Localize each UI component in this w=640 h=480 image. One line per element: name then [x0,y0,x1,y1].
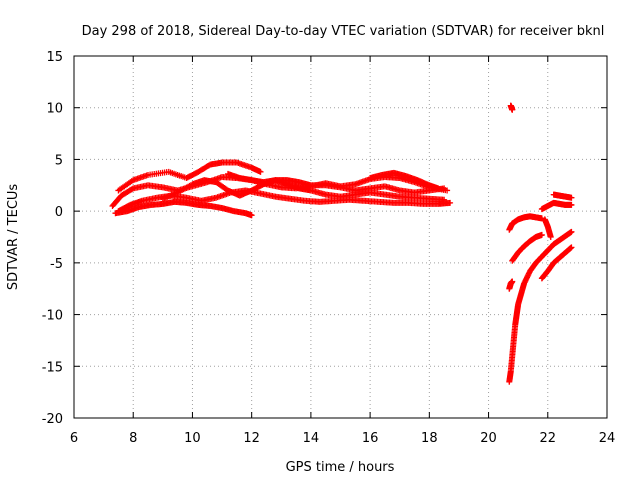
grid [74,56,607,418]
chart-title: Day 298 of 2018, Sidereal Day-to-day VTE… [82,24,605,39]
data-point [568,194,575,201]
data-point [447,199,454,206]
data-point [568,201,575,208]
y-axis-label: SDTVAR / TECUs [6,184,21,291]
data-point [129,186,136,193]
x-tick-label: 16 [362,431,379,446]
data-point [538,215,545,222]
y-tick-label: -20 [42,412,63,427]
series-spike-high [507,102,516,113]
x-tick-label: 6 [70,431,78,446]
data-point [441,196,448,203]
ticks [73,55,608,419]
series-arc-d [115,159,264,194]
series-arc-l [538,244,575,282]
data-point [547,234,554,240]
x-tick-label: 8 [129,431,137,446]
x-tick-label: 12 [243,431,260,446]
data-point [509,106,516,113]
series-arc-m [550,191,575,201]
y-tick-label: 5 [55,153,63,168]
y-tick-label: 10 [46,102,63,117]
series-arc-h [506,213,545,233]
series-arc-g [367,169,442,192]
y-tick-label: -15 [42,360,63,375]
data-point [568,244,575,251]
series-arc-b [115,187,454,215]
series-arc-n [538,199,575,213]
data-point [435,185,442,192]
x-tick-label: 22 [540,431,557,446]
x-tick-label: 10 [184,431,201,446]
plot-frame [73,55,608,419]
x-tick-label: 24 [599,431,616,446]
data-point [568,228,575,235]
series-arc-f [224,170,448,196]
data-points [109,102,575,385]
series-arc-c [112,198,255,219]
data-point [441,185,448,192]
x-tick-label: 18 [421,431,438,446]
series-arc-j [506,278,516,292]
x-tick-label: 20 [480,431,497,446]
y-tick-label: -5 [50,257,63,272]
y-tick-label: 0 [55,205,63,220]
series-arc-o [541,216,554,240]
data-point [509,278,516,285]
x-axis-label: GPS time / hours [286,460,395,475]
x-tick-label: 14 [303,431,320,446]
data-point [248,212,255,219]
series-arc-i [509,231,545,264]
data-point [538,231,545,238]
data-point [257,168,264,175]
y-tick-label: 15 [46,50,63,65]
series-arc-k [506,228,575,385]
y-tick-label: -10 [42,309,63,324]
tick-labels: 6 8 10 12 14 16 18 20 22 24 -20 -15 -10 -5 0 5 10 15 [42,50,616,446]
